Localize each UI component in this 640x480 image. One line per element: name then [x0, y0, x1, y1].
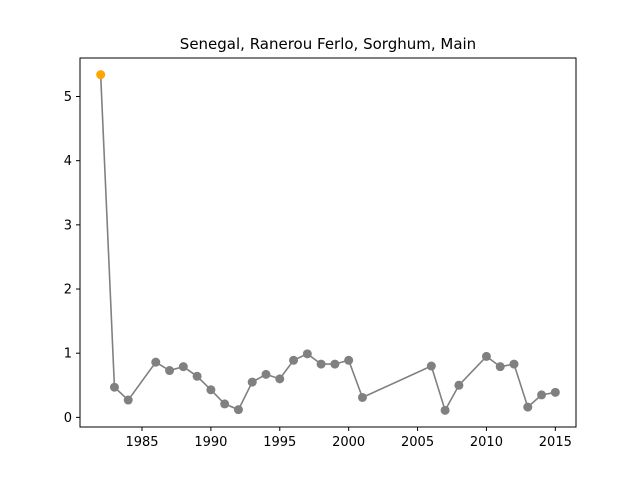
x-tick-label: 1990: [194, 435, 227, 450]
data-point: [550, 387, 560, 397]
data-point: [537, 390, 547, 400]
data-point: [151, 357, 161, 367]
x-tick-label: 1985: [125, 435, 158, 450]
y-tick-label: 3: [64, 218, 72, 233]
y-tick-label: 2: [64, 283, 72, 298]
plot-marks: [96, 70, 560, 415]
data-point: [481, 351, 491, 361]
data-point: [454, 380, 464, 390]
data-point: [247, 377, 257, 387]
x-tick-label: 1995: [263, 435, 296, 450]
data-point: [275, 374, 285, 384]
x-tick-label: 2000: [332, 435, 365, 450]
data-point: [426, 361, 436, 371]
data-point: [316, 359, 326, 369]
data-point: [233, 405, 243, 415]
y-tick-label: 1: [64, 347, 72, 362]
data-point: [178, 362, 188, 372]
data-point: [206, 385, 216, 395]
data-point: [220, 399, 230, 409]
data-point: [302, 349, 312, 359]
chart-title: Senegal, Ranerou Ferlo, Sorghum, Main: [180, 35, 476, 53]
y-tick-label: 4: [64, 154, 72, 169]
data-point: [523, 402, 533, 412]
data-point: [344, 355, 354, 365]
data-point: [330, 359, 340, 369]
data-point: [289, 355, 299, 365]
data-point: [357, 392, 367, 402]
y-tick-label: 0: [64, 411, 72, 426]
y-tick-label: 5: [64, 90, 72, 105]
data-point: [109, 382, 119, 392]
plot-frame: [79, 57, 577, 428]
series-line: [99, 74, 556, 413]
x-tick-label: 2010: [470, 435, 503, 450]
data-point: [123, 395, 133, 405]
data-point: [192, 371, 202, 381]
axes: 1985 1990 1995 2000 2005 2010 2015 0 1 2 3 4 5: [64, 90, 572, 450]
data-point: [509, 359, 519, 369]
data-point: [495, 362, 505, 372]
x-tick-label: 2015: [539, 435, 572, 450]
data-point: [261, 369, 271, 379]
x-tick-label: 2005: [401, 435, 434, 450]
data-point: [440, 405, 450, 415]
highlighted-data-point: [96, 70, 106, 80]
data-point: [165, 366, 175, 376]
